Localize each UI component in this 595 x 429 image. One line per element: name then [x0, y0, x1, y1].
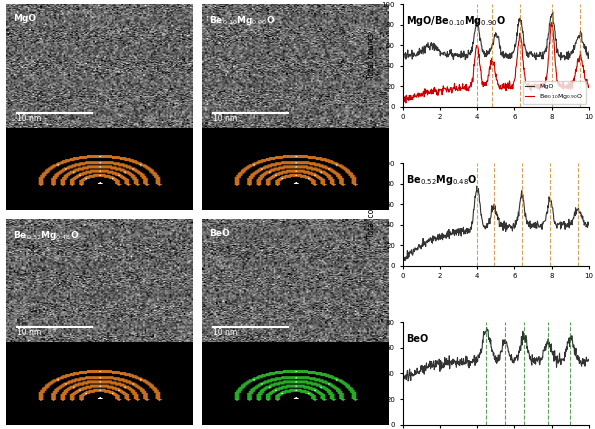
Text: 10 nm: 10 nm [213, 328, 237, 337]
Text: 10 nm: 10 nm [213, 114, 237, 123]
Text: Be$_{0.52}$Mg$_{0.48}$O: Be$_{0.52}$Mg$_{0.48}$O [406, 173, 478, 187]
Text: MgO/Be$_{0.10}$Mg$_{0.90}$O: MgO/Be$_{0.10}$Mg$_{0.90}$O [406, 14, 506, 28]
Y-axis label: Total counts: Total counts [367, 33, 376, 79]
Text: Be$_{0.10}$Mg$_{0.90}$O: Be$_{0.10}$Mg$_{0.90}$O [209, 14, 275, 27]
Text: BeO: BeO [209, 229, 230, 238]
Text: MgO: MgO [14, 14, 36, 23]
Legend: MgO, Be$_{0.10}$Mg$_{0.90}$O: MgO, Be$_{0.10}$Mg$_{0.90}$O [522, 81, 586, 104]
Text: Be$_{0.52}$Mg$_{0.48}$O: Be$_{0.52}$Mg$_{0.48}$O [14, 229, 80, 242]
Text: 10 nm: 10 nm [17, 328, 42, 337]
Text: BeO: BeO [406, 334, 428, 344]
Text: 10 nm: 10 nm [17, 114, 42, 123]
Y-axis label: Total counts: Total counts [371, 350, 380, 396]
Y-axis label: Total counts: Total counts [367, 191, 376, 238]
